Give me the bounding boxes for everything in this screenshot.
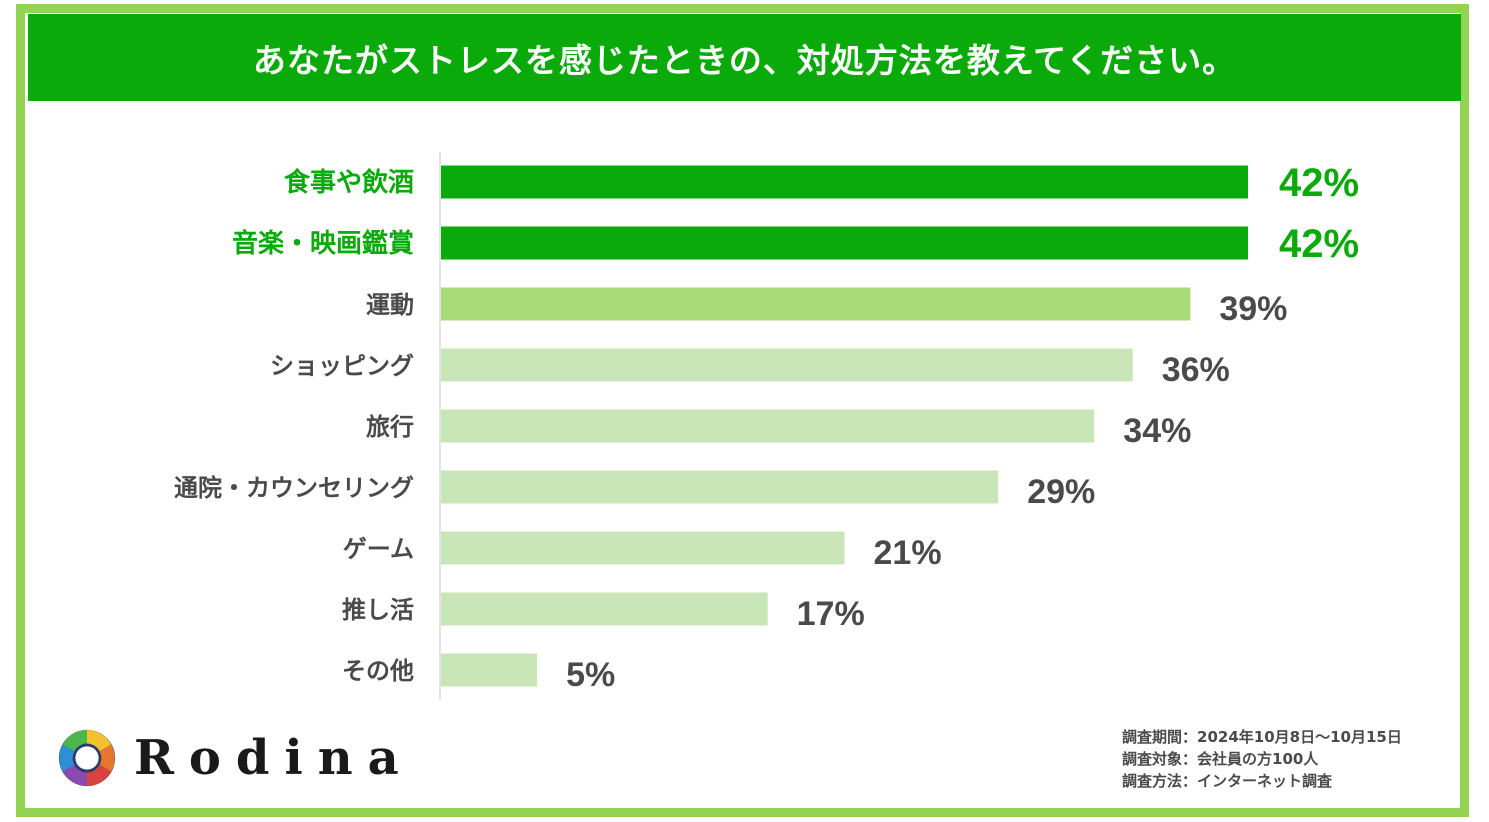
survey-target-key: 調査対象: [1122, 750, 1183, 768]
value-label: 36%: [1162, 351, 1230, 389]
category-label: ショッピング: [270, 352, 414, 380]
survey-period-key: 調査期間: [1122, 728, 1183, 746]
survey-period: 調査期間：2024年10月8日～10月15日: [1122, 726, 1402, 748]
value-label: 5%: [566, 656, 615, 694]
bar: [441, 287, 1191, 321]
category-label: 推し活: [342, 596, 414, 624]
value-label: 29%: [1027, 473, 1095, 511]
category-label: 食事や飲酒: [284, 167, 414, 198]
bar: [441, 348, 1133, 382]
survey-separator: ：: [1182, 772, 1198, 790]
survey-method-key: 調査方法: [1122, 772, 1183, 790]
survey-method: 調査方法：インターネット調査: [1122, 770, 1402, 792]
bar: [441, 592, 768, 626]
brand-logo: Rodina: [56, 726, 414, 790]
value-label: 42%: [1279, 161, 1359, 205]
bar: [441, 226, 1248, 260]
bar: [441, 165, 1248, 199]
logo-text: Rodina: [134, 730, 414, 786]
bar: [441, 531, 845, 565]
survey-period-value: 2024年10月8日～10月15日: [1197, 728, 1402, 746]
bar: [441, 470, 999, 504]
survey-info: 調査期間：2024年10月8日～10月15日 調査対象：会社員の方100人 調査…: [1122, 726, 1402, 792]
title-bar: あなたがストレスを感じたときの、対処方法を教えてください。: [28, 14, 1461, 101]
survey-separator: ：: [1182, 750, 1198, 768]
category-label: 運動: [366, 291, 414, 319]
value-label: 21%: [874, 534, 942, 572]
survey-target: 調査対象：会社員の方100人: [1122, 748, 1402, 770]
bar: [441, 409, 1095, 443]
category-axis-line: [439, 152, 441, 700]
logo-mark-icon: [58, 729, 116, 787]
value-label: 17%: [797, 595, 865, 633]
value-label: 34%: [1123, 412, 1191, 450]
value-label: 39%: [1219, 290, 1287, 328]
chart-title: あなたがストレスを感じたときの、対処方法を教えてください。: [252, 40, 1237, 80]
category-label: その他: [342, 657, 414, 685]
category-label: ゲーム: [343, 535, 414, 563]
category-label: 音楽・映画鑑賞: [232, 228, 414, 259]
value-label: 42%: [1279, 222, 1359, 266]
survey-method-value: インターネット調査: [1197, 772, 1333, 790]
category-label: 旅行: [366, 413, 414, 441]
survey-target-value: 会社員の方100人: [1197, 750, 1319, 768]
category-label: 通院・カウンセリング: [174, 474, 414, 502]
survey-separator: ：: [1182, 728, 1198, 746]
bar: [441, 653, 538, 687]
